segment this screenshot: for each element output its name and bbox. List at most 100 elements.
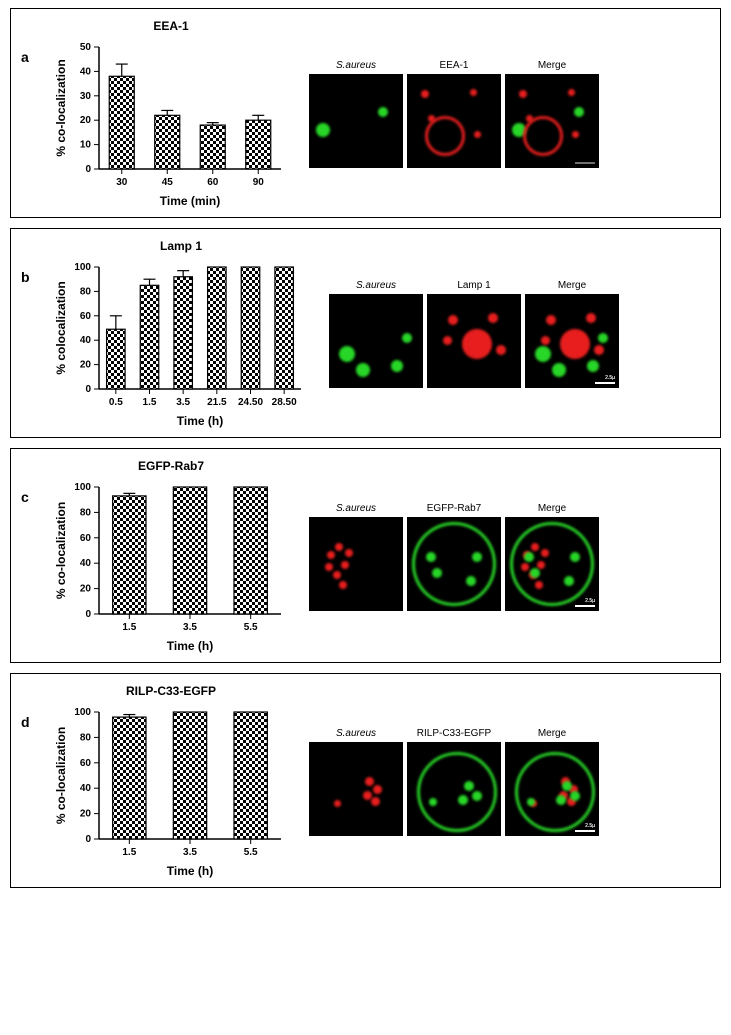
chart-wrap: EEA-1 0 10 20 30 40 50 % co-localization Time (… (51, 19, 291, 209)
bar (246, 120, 271, 169)
svg-text:24.50: 24.50 (238, 397, 263, 408)
panel-letter: a (21, 49, 29, 65)
svg-text:100: 100 (74, 707, 91, 718)
microscopy-image (309, 517, 403, 611)
svg-text:28.50: 28.50 (272, 397, 297, 408)
chart-title: EGFP-Rab7 (51, 459, 291, 473)
microscopy-row: S.aureus Lamp 1 Merge 2.5µ2.5µ (329, 280, 619, 388)
svg-text:1.5: 1.5 (122, 622, 136, 633)
microscopy-col: Lamp 1 (427, 280, 521, 388)
svg-text:3.5: 3.5 (176, 397, 190, 408)
microscopy-col: S.aureus (309, 60, 403, 168)
svg-text:3.5: 3.5 (183, 847, 197, 858)
y-axis-title: % co-localization (54, 502, 68, 599)
microscopy-image (309, 74, 403, 168)
bar (241, 267, 260, 389)
microscopy-label: Merge (538, 60, 566, 71)
microscopy-col: EGFP-Rab7 (407, 503, 501, 611)
svg-text:0: 0 (85, 609, 91, 620)
chart-title: Lamp 1 (51, 239, 311, 253)
bar (113, 717, 146, 839)
bar (107, 329, 126, 389)
panel-a: a EEA-1 0 10 20 30 40 50 % co-localization Time… (10, 8, 721, 218)
bar (208, 267, 227, 389)
microscopy-label: EGFP-Rab7 (427, 503, 481, 514)
svg-text:20: 20 (80, 115, 92, 126)
panel-letter: b (21, 269, 30, 285)
bar (174, 277, 193, 389)
chart-title: RILP-C33-EGFP (51, 684, 291, 698)
chart-wrap: EGFP-Rab7 0 20 40 60 80 100 % co-localization T… (51, 459, 291, 654)
bar (109, 76, 134, 169)
microscopy-image (505, 74, 599, 168)
microscopy-col: S.aureus (329, 280, 423, 388)
svg-text:60: 60 (80, 311, 92, 322)
microscopy-label: Merge (538, 728, 566, 739)
bar (140, 285, 159, 389)
svg-text:80: 80 (80, 732, 92, 743)
svg-text:100: 100 (74, 482, 91, 493)
panel-letter: c (21, 489, 29, 505)
svg-text:10: 10 (80, 140, 92, 151)
svg-text:0.5: 0.5 (109, 397, 123, 408)
svg-text:5.5: 5.5 (244, 847, 258, 858)
microscopy-image (329, 294, 423, 388)
svg-text:100: 100 (74, 262, 91, 273)
svg-text:0: 0 (85, 834, 91, 845)
svg-text:0: 0 (85, 164, 91, 175)
microscopy-col: Merge 2.5µ2.5µ (505, 728, 599, 836)
microscopy-image: 2.5µ2.5µ (505, 517, 599, 611)
microscopy-label: Merge (538, 503, 566, 514)
svg-text:20: 20 (80, 360, 92, 371)
bar (234, 712, 267, 839)
svg-text:60: 60 (80, 758, 92, 769)
bar (173, 487, 206, 614)
microscopy-image (407, 74, 501, 168)
bar (200, 125, 225, 169)
x-axis-title: Time (h) (167, 639, 213, 653)
chart-title: EEA-1 (51, 19, 291, 33)
microscopy-label: S.aureus (356, 280, 396, 291)
svg-text:20: 20 (80, 809, 92, 820)
svg-text:40: 40 (80, 66, 92, 77)
panel-d: d RILP-C33-EGFP 020406080100% co-localiz… (10, 673, 721, 888)
microscopy-row: S.aureus EEA-1 Merge (309, 60, 599, 168)
microscopy-col: EEA-1 (407, 60, 501, 168)
svg-text:21.5: 21.5 (207, 397, 227, 408)
svg-text:30: 30 (80, 91, 92, 102)
microscopy-image (407, 742, 501, 836)
microscopy-image (427, 294, 521, 388)
bar (113, 496, 146, 614)
svg-text:60: 60 (207, 177, 219, 188)
svg-text:50: 50 (80, 42, 92, 53)
microscopy-label: EEA-1 (440, 60, 469, 71)
figure-panels: a EEA-1 0 10 20 30 40 50 % co-localization Time… (10, 8, 721, 888)
svg-text:90: 90 (253, 177, 265, 188)
microscopy-col: RILP-C33-EGFP (407, 728, 501, 836)
svg-text:3.5: 3.5 (183, 622, 197, 633)
x-axis-title: Time (min) (160, 194, 220, 208)
svg-text:20: 20 (80, 584, 92, 595)
svg-text:40: 40 (80, 335, 92, 346)
microscopy-label: Lamp 1 (457, 280, 490, 291)
microscopy-image: 2.5µ2.5µ (525, 294, 619, 388)
y-axis-title: % colocalization (54, 281, 68, 374)
svg-text:80: 80 (80, 507, 92, 518)
y-axis-title: % co-localization (54, 59, 68, 156)
x-axis-title: Time (h) (167, 864, 213, 878)
svg-text:5.5: 5.5 (244, 622, 258, 633)
chart-wrap: RILP-C33-EGFP 020406080100% co-localizat… (51, 684, 291, 879)
panel-b: b Lamp 1 020406080100% colocalizationTim… (10, 228, 721, 438)
y-axis-title: % co-localization (54, 727, 68, 824)
chart-wrap: Lamp 1 020406080100% colocalizationTime … (51, 239, 311, 429)
microscopy-label: S.aureus (336, 60, 376, 71)
microscopy-image: 2.5µ2.5µ (505, 742, 599, 836)
svg-text:60: 60 (80, 533, 92, 544)
microscopy-image (309, 742, 403, 836)
svg-text:40: 40 (80, 558, 92, 569)
microscopy-label: RILP-C33-EGFP (417, 728, 491, 739)
microscopy-col: Merge 2.5µ2.5µ (525, 280, 619, 388)
microscopy-col: Merge (505, 60, 599, 168)
bar (234, 487, 267, 614)
microscopy-col: S.aureus (309, 503, 403, 611)
